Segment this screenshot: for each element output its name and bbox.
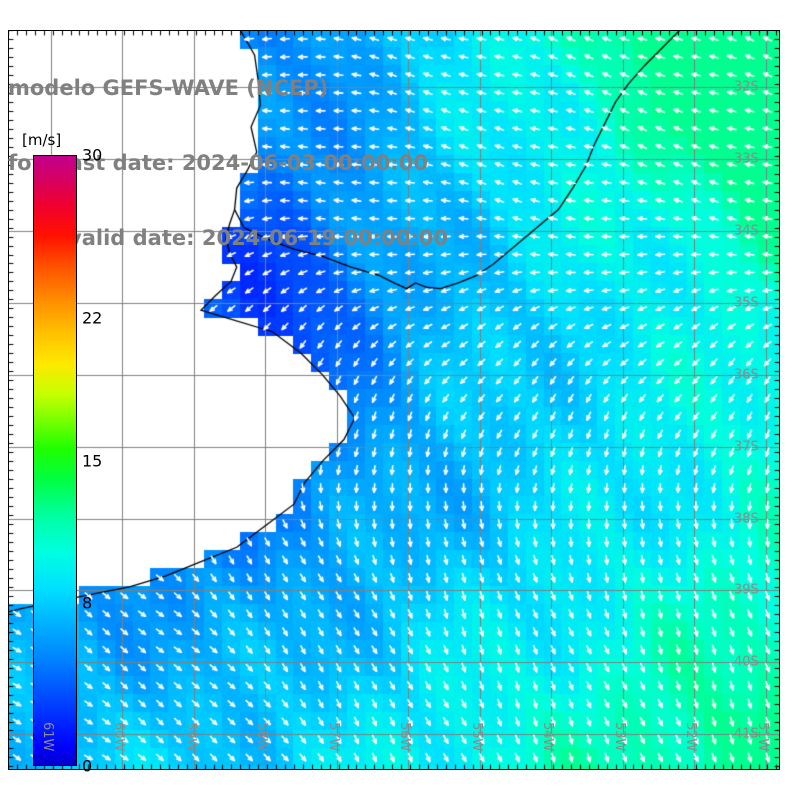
latitude-label-35S: 35S <box>734 295 759 311</box>
latitude-label-41S: 41S <box>734 726 759 742</box>
longitude-label-51W: 51W <box>754 722 770 752</box>
colorbar <box>33 155 77 766</box>
latitude-label-32S: 32S <box>734 79 759 95</box>
model-title: modelo GEFS-WAVE (NCEP) <box>8 76 329 100</box>
wind-field-canvas <box>8 30 780 770</box>
latitude-label-40S: 40S <box>734 654 759 670</box>
latitude-label-33S: 33S <box>734 151 759 167</box>
map-plot-area <box>8 30 780 770</box>
colorbar-tick-0: 0 <box>82 756 93 776</box>
longitude-label-61W: 61W <box>39 722 55 752</box>
colorbar-tick-15: 15 <box>82 451 103 470</box>
colorbar-tick-30: 30 <box>82 145 103 165</box>
colorbar-tick-22: 22 <box>82 308 103 328</box>
colorbar-tick-8: 8 <box>82 593 93 613</box>
latitude-label-38S: 38S <box>734 511 759 527</box>
longitude-label-59W: 59W <box>182 722 198 752</box>
colorbar-gradient <box>33 155 77 766</box>
colorbar-unit-label: [m/s] <box>22 131 62 149</box>
longitude-label-53W: 53W <box>611 722 627 752</box>
longitude-label-56W: 56W <box>397 722 413 752</box>
valid-date: valid date: 2024-06-19 00:00:00 <box>68 226 448 250</box>
longitude-label-54W: 54W <box>540 722 556 752</box>
longitude-label-57W: 57W <box>325 722 341 752</box>
longitude-label-60W: 60W <box>111 722 127 752</box>
longitude-label-52W: 52W <box>683 722 699 752</box>
latitude-label-37S: 37S <box>734 439 759 455</box>
longitude-label-58W: 58W <box>254 722 270 752</box>
longitude-label-55W: 55W <box>468 722 484 752</box>
latitude-label-39S: 39S <box>734 582 759 598</box>
latitude-label-36S: 36S <box>734 367 759 383</box>
latitude-label-34S: 34S <box>734 223 759 239</box>
